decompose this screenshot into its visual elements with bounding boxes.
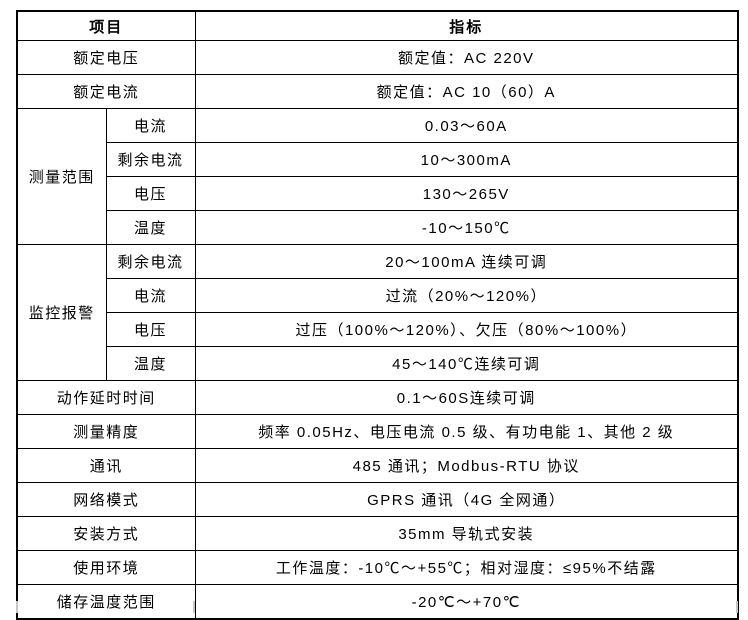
table-row: 电压 130～265V (17, 176, 739, 211)
table-row: 安装方式 35mm 导轨式安装 (16, 516, 739, 551)
header-item: 项目 (16, 10, 196, 41)
sub-label: 剩余电流 (105, 244, 196, 279)
row-label: 储存温度范围 (16, 584, 196, 620)
spec-table: 项目 指标 额定电压 额定值：AC 220V 额定电流 额定值：AC 10（60… (16, 10, 740, 620)
row-value: 额定值：AC 10（60）A (194, 74, 739, 109)
table-row: 测量范围 电流 0.03～60A (16, 108, 739, 245)
row-value: 额定值：AC 220V (194, 40, 739, 75)
row-value: 35mm 导轨式安装 (194, 516, 739, 551)
row-value: 485 通讯；Modbus-RTU 协议 (194, 448, 739, 483)
table-row: 电流 过流（20%～120%） (17, 278, 739, 313)
sub-label: 电压 (105, 176, 196, 211)
row-value: 过流（20%～120%） (194, 278, 739, 313)
row-value: 45～140℃连续可调 (194, 346, 739, 381)
sub-label: 温度 (105, 210, 196, 245)
table-row: 监控报警 剩余电流 20～100mA 连续可调 (16, 244, 739, 381)
table-row: 测量精度 频率 0.05Hz、电压电流 0.5 级、有功电能 1、其他 2 级 (16, 414, 739, 449)
table-row: 温度 45～140℃连续可调 (17, 346, 739, 381)
row-value: -10～150℃ (194, 210, 739, 245)
row-label: 额定电流 (16, 74, 196, 109)
group-label-alarm: 监控报警 (16, 244, 107, 381)
row-value: 20～100mA 连续可调 (194, 244, 739, 279)
cutoff-gridline-left (16, 601, 18, 613)
row-value: 130～265V (194, 176, 739, 211)
table-row: 使用环境 工作温度：-10℃～+55℃；相对湿度：≤95%不结露 (16, 550, 739, 585)
cutoff-gridline-middle (193, 601, 195, 613)
table-row: 储存温度范围 -20℃～+70℃ (16, 584, 739, 620)
table-row: 额定电压 额定值：AC 220V (16, 40, 739, 75)
row-label: 使用环境 (16, 550, 196, 585)
row-label: 网络模式 (16, 482, 196, 517)
table-row: 动作延时时间 0.1～60S连续可调 (16, 380, 739, 415)
header-spec: 指标 (194, 10, 739, 41)
sub-label: 温度 (105, 346, 196, 381)
row-value: GPRS 通讯（4G 全网通） (194, 482, 739, 517)
row-label: 动作延时时间 (16, 380, 196, 415)
table-row: 电压 过压（100%～120%）、欠压（80%～100%） (17, 312, 739, 347)
row-label: 安装方式 (16, 516, 196, 551)
sub-label: 电压 (105, 312, 196, 347)
header-row: 项目 指标 (16, 10, 739, 41)
row-value: 10～300mA (194, 142, 739, 177)
row-value: 过压（100%～120%）、欠压（80%～100%） (194, 312, 739, 347)
row-label: 通讯 (16, 448, 196, 483)
table-row: 通讯 485 通讯；Modbus-RTU 协议 (16, 448, 739, 483)
table-row: 网络模式 GPRS 通讯（4G 全网通） (16, 482, 739, 517)
row-value: 工作温度：-10℃～+55℃；相对湿度：≤95%不结露 (194, 550, 739, 585)
row-value: 频率 0.05Hz、电压电流 0.5 级、有功电能 1、其他 2 级 (194, 414, 739, 449)
table-row: 剩余电流 10～300mA (17, 142, 739, 177)
row-value: 0.1～60S连续可调 (194, 380, 739, 415)
table-row: 额定电流 额定值：AC 10（60）A (16, 74, 739, 109)
row-label: 额定电压 (16, 40, 196, 75)
cutoff-gridline-right (736, 601, 738, 613)
row-value: -20℃～+70℃ (194, 584, 739, 620)
table-row: 温度 -10～150℃ (17, 210, 739, 245)
group-label-measure: 测量范围 (16, 108, 107, 245)
row-label: 测量精度 (16, 414, 196, 449)
sub-label: 电流 (105, 108, 196, 143)
sub-label: 电流 (105, 278, 196, 313)
row-value: 0.03～60A (194, 108, 739, 143)
sub-label: 剩余电流 (105, 142, 196, 177)
